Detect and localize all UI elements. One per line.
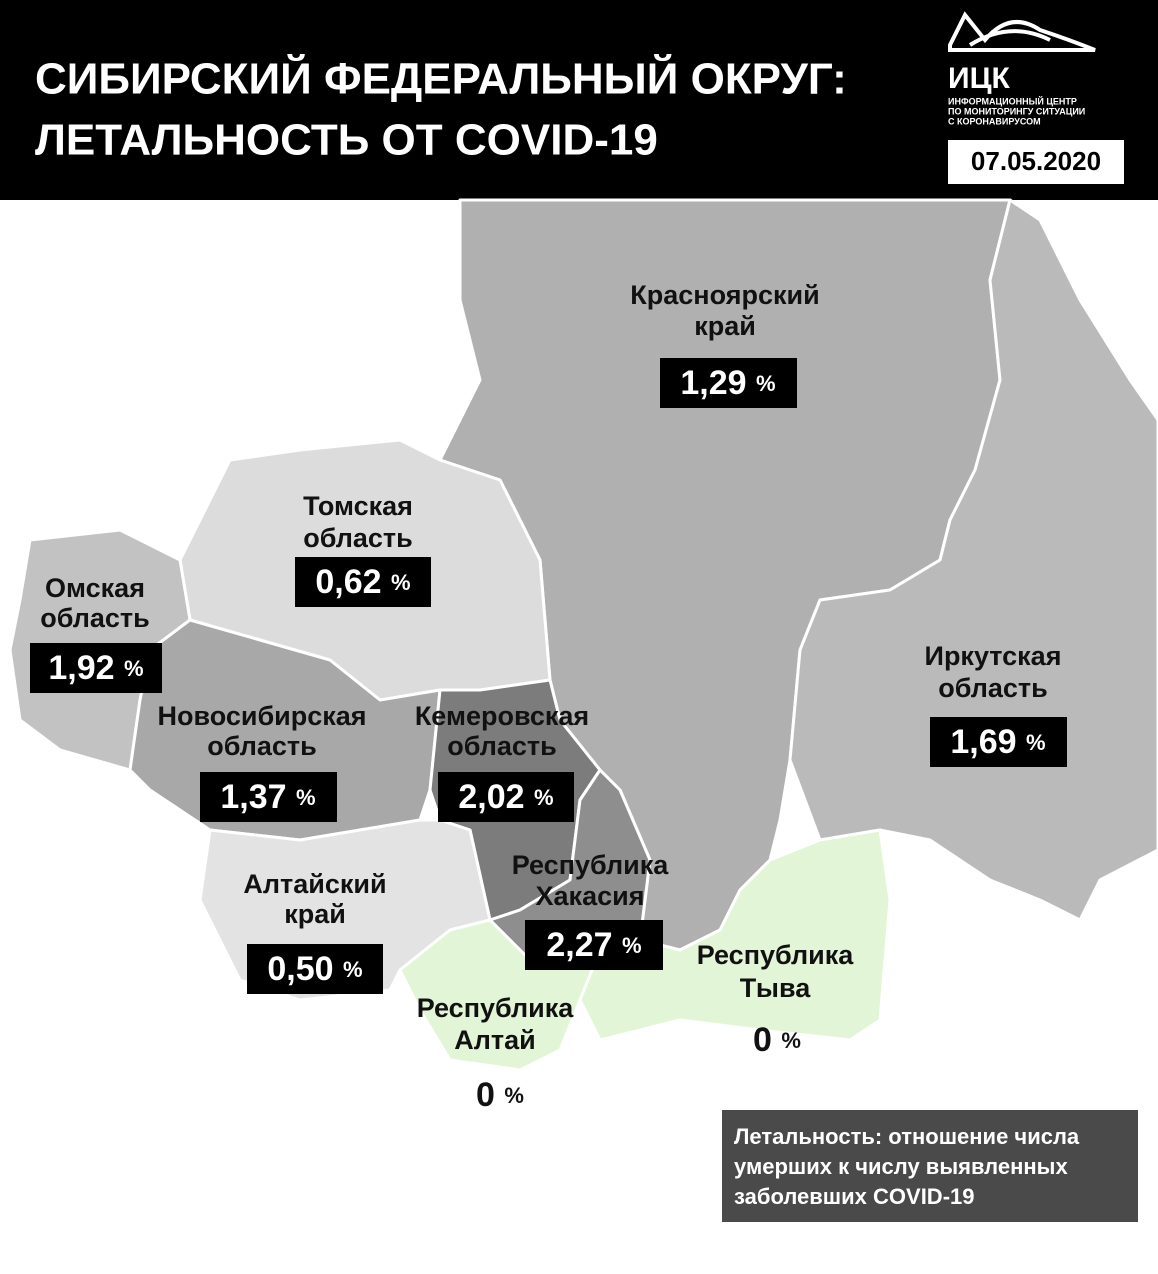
label-kemerovo: Кемеровская область 2,02 %	[415, 701, 589, 822]
value-box	[660, 358, 797, 408]
logo-subtitle: ИНФОРМАЦИОННЫЙ ЦЕНТР	[948, 95, 1077, 106]
region-tyva	[578, 828, 892, 1042]
value-text: 0,50 %	[267, 950, 362, 988]
label-tyva: Республика Тыва 0 %	[697, 940, 855, 1059]
region-name: Омская	[45, 573, 145, 603]
region-name: область	[938, 673, 1048, 703]
value: 2,02	[458, 778, 524, 816]
value-text: 0 %	[476, 1076, 524, 1114]
unit: %	[124, 656, 144, 681]
region-name: Алтай	[454, 1025, 536, 1055]
region-name: край	[694, 311, 756, 341]
note-line: заболевших COVID-19	[734, 1184, 975, 1209]
region-name: край	[284, 899, 346, 929]
note-line: Летальность: отношение числа	[734, 1124, 1080, 1149]
logo-abbr: ИЦК	[948, 62, 1010, 95]
unit: %	[1026, 730, 1046, 755]
value-box	[930, 717, 1067, 767]
logo-subtitle: С КОРОНАВИРУСОМ	[948, 116, 1041, 126]
region-name: Новосибирская	[157, 701, 366, 731]
label-omsk: Омская область 1,92 %	[30, 573, 162, 693]
region-name: Кемеровская	[415, 701, 589, 731]
region-name: Хакасия	[536, 881, 645, 911]
region-name: Алтайский	[243, 869, 386, 899]
value: 1,29	[680, 364, 746, 402]
label-irkutsk: Иркутская область 1,69 %	[925, 641, 1067, 767]
value-text: 1,92 %	[48, 649, 143, 687]
region-name: Красноярский	[630, 280, 819, 310]
unit: %	[622, 933, 642, 958]
value-box	[438, 772, 574, 822]
value-text: 1,37 %	[220, 778, 315, 816]
unit: %	[296, 785, 316, 810]
value-box	[295, 557, 431, 607]
note-box	[722, 1110, 1138, 1222]
label-altai-republic: Республика Алтай 0 %	[417, 993, 575, 1114]
value-box	[247, 944, 383, 994]
unit: %	[781, 1028, 801, 1053]
region-name: Иркутская	[925, 641, 1062, 671]
value-text: 2,27 %	[546, 926, 641, 964]
logo-mark	[948, 11, 1096, 52]
region-name: область	[303, 523, 413, 553]
date: 07.05.2020	[971, 146, 1101, 176]
label-novosibirsk: Новосибирская область 1,37 %	[157, 701, 367, 822]
value: 1,69	[950, 723, 1016, 761]
date-box	[948, 140, 1124, 184]
region-name: область	[447, 731, 557, 761]
value: 0,62	[315, 563, 381, 601]
region-name: область	[40, 603, 150, 633]
value-box	[525, 920, 663, 970]
region-name: область	[207, 731, 317, 761]
label-altai-krai: Алтайский край 0,50 %	[243, 869, 387, 994]
unit: %	[504, 1083, 524, 1108]
region-name: Республика	[512, 850, 670, 880]
label-tomsk: Томская область 0,62 %	[295, 491, 431, 607]
unit: %	[756, 371, 776, 396]
value-box	[200, 772, 337, 822]
title-line: СИБИРСКИЙ ФЕДЕРАЛЬНЫЙ ОКРУГ:	[35, 53, 847, 104]
unit: %	[534, 785, 554, 810]
value-text: 1,69 %	[950, 723, 1045, 761]
value-text: 2,02 %	[458, 778, 553, 816]
note-line: умерших к числу выявленных	[734, 1154, 1068, 1179]
unit: %	[391, 570, 411, 595]
value: 0	[476, 1076, 495, 1114]
label-krasnoyarsk: Красноярский край 1,29 %	[630, 280, 820, 408]
region-name: Республика	[697, 940, 855, 970]
region-name: Республика	[417, 993, 575, 1023]
value: 2,27	[546, 926, 612, 964]
label-khakassia: Республика Хакасия 2,27 %	[512, 850, 670, 970]
value-text: 1,29 %	[680, 364, 775, 402]
value-text: 0,62 %	[315, 563, 410, 601]
region-name: Томская	[303, 491, 413, 521]
value: 1,37	[220, 778, 286, 816]
value: 0	[753, 1021, 772, 1059]
value-text: 0 %	[753, 1021, 801, 1059]
value-box	[30, 643, 162, 693]
logo-subtitle: ПО МОНИТОРИНГУ СИТУАЦИИ	[948, 106, 1085, 116]
value: 1,92	[48, 649, 114, 687]
unit: %	[343, 957, 363, 982]
title-line: ЛЕТАЛЬНОСТЬ ОТ COVID-19	[35, 116, 658, 165]
region-name: Тыва	[740, 973, 811, 1003]
value: 0,50	[267, 950, 333, 988]
